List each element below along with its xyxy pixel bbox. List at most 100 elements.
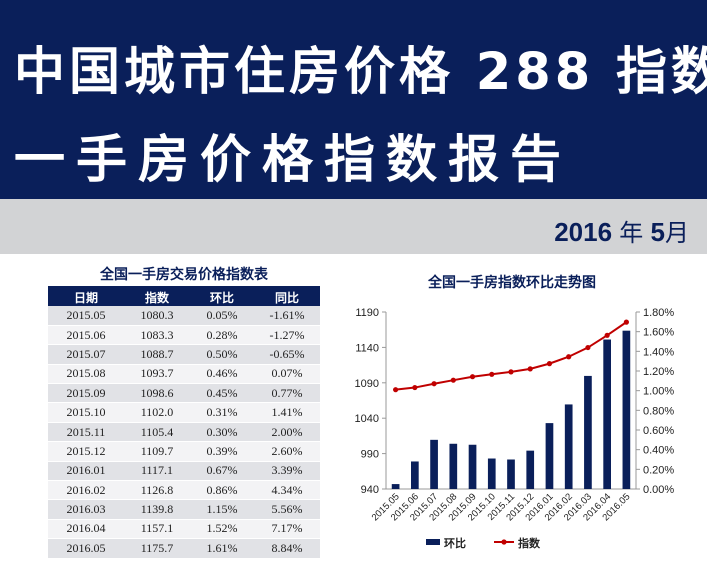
cell-yoy: 0.07% (254, 364, 320, 385)
cell-yoy: 0.77% (254, 383, 320, 404)
bar-mom (622, 330, 631, 489)
cell-date: 2015.06 (48, 325, 124, 346)
cell-mom: 0.86% (190, 480, 254, 501)
legend-label-mom: 环比 (444, 536, 466, 550)
point-index (604, 332, 610, 338)
cell-index: 1102.0 (124, 402, 190, 423)
cell-date: 2015.10 (48, 402, 124, 423)
table-row: 2015.06 1083.3 0.28% -1.27% (48, 325, 320, 346)
table-row: 2016.02 1126.8 0.86% 4.34% (48, 480, 320, 501)
left-tick-label: 1190 (355, 307, 379, 319)
table-header-row: 日期 指数 环比 同比 (48, 288, 320, 306)
point-index (566, 354, 572, 360)
point-index (450, 377, 456, 383)
index-table: 日期 指数 环比 同比 2015.05 1080.3 0.05% -1.61% 2015… (48, 288, 320, 559)
cell-mom: 0.05% (190, 306, 254, 326)
bar-mom (603, 339, 611, 489)
cell-mom: 0.39% (190, 441, 254, 462)
cell-index: 1098.6 (124, 383, 190, 404)
point-index (489, 371, 495, 377)
report-title-line1: 中国城市住房价格 288 指数 (14, 43, 707, 102)
cell-date: 2015.07 (48, 344, 124, 365)
bar-mom (487, 458, 496, 489)
left-tick-label: 990 (361, 449, 379, 461)
header-yoy: 同比 (254, 288, 320, 306)
bar-mom (430, 439, 438, 489)
right-tick-label: 1.60% (643, 327, 674, 339)
header-mom: 环比 (190, 288, 254, 306)
cell-yoy: 4.34% (254, 480, 320, 501)
table-row: 2015.10 1102.0 0.31% 1.41% (48, 402, 320, 423)
table-body: 2015.05 1080.3 0.05% -1.61% 2015.06 1083.3 0.2… (48, 306, 320, 559)
table-row: 2015.05 1080.3 0.05% -1.61% (48, 306, 320, 326)
cell-index: 1117.1 (124, 461, 190, 482)
cell-mom: 0.50% (190, 344, 254, 365)
header-index: 指数 (124, 288, 190, 306)
bar-mom (449, 443, 458, 489)
cell-index: 1083.3 (124, 325, 190, 346)
cell-date: 2015.05 (48, 306, 124, 326)
table-title: 全国一手房交易价格指数表 (48, 262, 320, 288)
table-row: 2015.08 1093.7 0.46% 0.07% (48, 364, 320, 385)
point-index (431, 381, 437, 387)
cell-index: 1175.7 (124, 538, 190, 559)
chart-panel: 全国一手房指数环比走势图 940 990 1040 1090 1140 1190 0.00%… (338, 262, 707, 574)
cell-index: 1080.3 (124, 306, 190, 326)
right-tick-label: 0.80% (643, 405, 674, 417)
cell-yoy: -1.27% (254, 325, 320, 346)
left-tick-label: 940 (361, 484, 379, 496)
cell-mom: 0.45% (190, 383, 254, 404)
cell-date: 2015.08 (48, 364, 124, 385)
left-tick-label: 1090 (355, 378, 379, 390)
cell-mom: 1.52% (190, 519, 254, 540)
table-row: 2016.05 1175.7 1.61% 8.84% (48, 538, 320, 559)
bar-mom (564, 404, 573, 489)
cell-yoy: 2.00% (254, 422, 320, 443)
cell-mom: 0.46% (190, 364, 254, 385)
point-index (508, 369, 514, 375)
report-month-unit: 月 (665, 219, 689, 247)
legend-bar-swatch (426, 539, 440, 545)
chart-title: 全国一手房指数环比走势图 (428, 275, 596, 291)
index-table-panel: 全国一手房交易价格指数表 日期 指数 环比 同比 2015.05 1080.3 0.… (48, 262, 320, 559)
cell-date: 2015.09 (48, 383, 124, 404)
table-row: 2016.04 1157.1 1.52% 7.17% (48, 519, 320, 540)
table-row: 2016.01 1117.1 0.67% 3.39% (48, 461, 320, 482)
cell-yoy: -0.65% (254, 344, 320, 365)
cell-yoy: 5.56% (254, 499, 320, 520)
report-year: 2016 (554, 217, 613, 247)
point-index (412, 384, 418, 391)
cell-index: 1105.4 (124, 422, 190, 443)
cell-date: 2015.12 (48, 441, 124, 462)
cell-date: 2016.04 (48, 519, 124, 540)
cell-yoy: 3.39% (254, 461, 320, 482)
table-row: 2015.09 1098.6 0.45% 0.77% (48, 383, 320, 404)
cell-date: 2016.03 (48, 499, 124, 520)
point-index (393, 387, 399, 393)
bar-mom (545, 423, 554, 489)
header-banner: 中国城市住房价格 288 指数 一手房价格指数报告 (0, 0, 707, 199)
table-row: 2016.03 1139.8 1.15% 5.56% (48, 499, 320, 520)
right-tick-label: 0.20% (643, 464, 674, 476)
bar-mom (468, 444, 477, 489)
table-row: 2015.12 1109.7 0.39% 2.60% (48, 441, 320, 462)
legend-label-index: 指数 (518, 536, 541, 550)
header-date: 日期 (48, 288, 124, 306)
cell-date: 2016.05 (48, 538, 124, 559)
cell-index: 1157.1 (124, 519, 190, 540)
cell-index: 1126.8 (124, 480, 190, 501)
point-index (469, 374, 476, 380)
point-index (527, 366, 533, 372)
cell-date: 2015.11 (48, 422, 124, 443)
cell-index: 1093.7 (124, 364, 190, 385)
cell-index: 1109.7 (124, 441, 190, 462)
cell-mom: 0.28% (190, 325, 254, 346)
point-index (585, 344, 591, 351)
date-bar: 2016 年 5月 (0, 199, 707, 254)
cell-mom: 0.31% (190, 402, 254, 423)
bar-mom (584, 375, 592, 489)
cell-yoy: 2.60% (254, 441, 320, 462)
point-index (546, 361, 553, 367)
right-tick-label: 1.00% (643, 386, 674, 398)
cell-yoy: -1.61% (254, 306, 320, 326)
